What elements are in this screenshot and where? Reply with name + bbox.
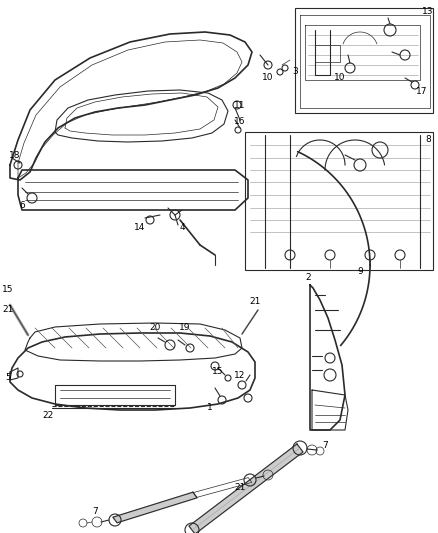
Text: 1: 1: [207, 403, 213, 413]
Text: 16: 16: [234, 117, 246, 126]
Text: 7: 7: [322, 440, 328, 449]
Text: 13: 13: [422, 7, 434, 17]
Polygon shape: [189, 444, 303, 533]
Text: 7: 7: [92, 507, 98, 516]
Bar: [295, 8, 433, 113]
Text: 10: 10: [262, 74, 274, 83]
Text: 17: 17: [416, 87, 428, 96]
Text: 22: 22: [42, 410, 53, 419]
Text: 20: 20: [149, 324, 161, 333]
Text: 15: 15: [212, 367, 224, 376]
Text: 6: 6: [19, 200, 25, 209]
Text: 3: 3: [292, 68, 298, 77]
Text: 5: 5: [5, 374, 11, 383]
Text: 10: 10: [334, 74, 346, 83]
Text: 2: 2: [305, 273, 311, 282]
Text: 4: 4: [179, 223, 185, 232]
Text: 11: 11: [234, 101, 246, 110]
Bar: [245, 132, 433, 270]
Text: 15: 15: [2, 286, 14, 295]
Text: 12: 12: [234, 370, 246, 379]
Text: 21: 21: [2, 305, 14, 314]
Text: 21: 21: [234, 483, 246, 492]
Text: 19: 19: [179, 324, 191, 333]
Text: 8: 8: [425, 135, 431, 144]
Text: 18: 18: [9, 150, 21, 159]
Polygon shape: [113, 492, 197, 523]
Text: 14: 14: [134, 223, 146, 232]
Text: 9: 9: [357, 268, 363, 277]
Text: 21: 21: [249, 297, 261, 306]
